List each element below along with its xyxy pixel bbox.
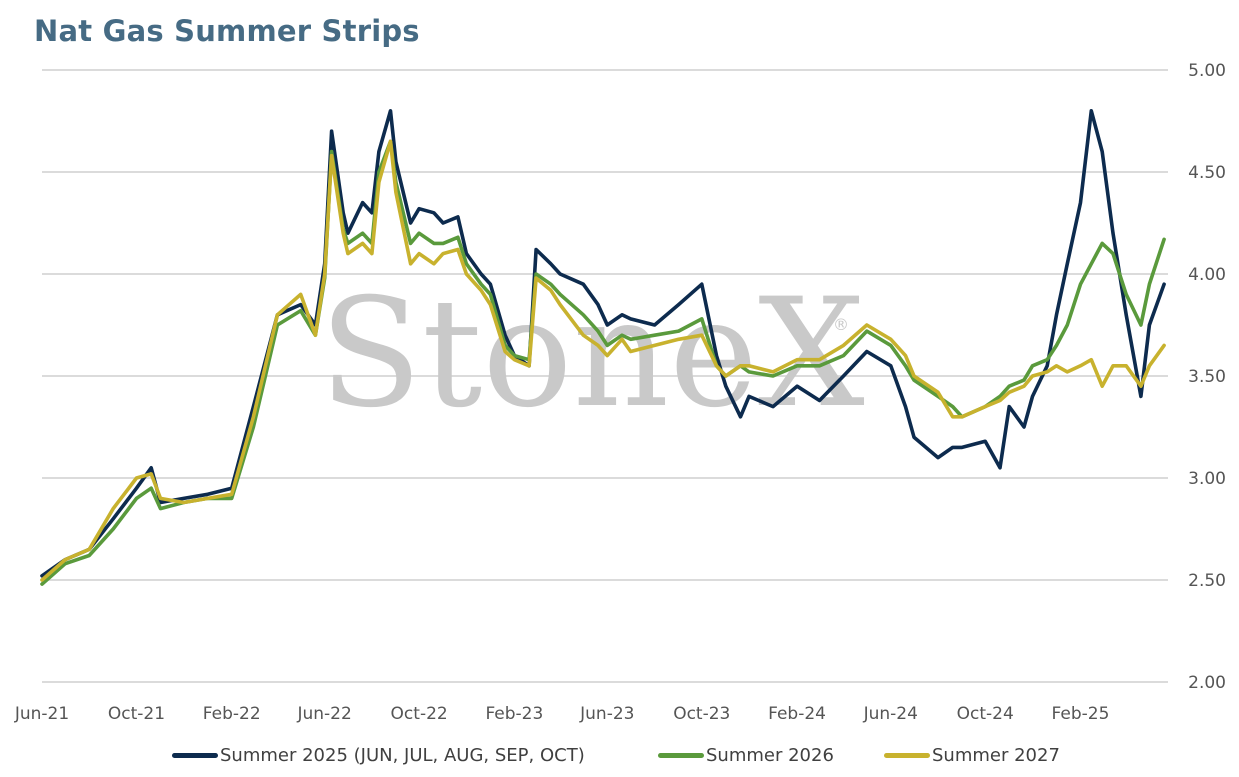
watermark-text: StoneX <box>319 267 865 441</box>
y-tick-label: 2.00 <box>1188 673 1226 693</box>
legend-label: Summer 2027 <box>932 744 1060 766</box>
y-tick-label: 4.50 <box>1188 163 1226 183</box>
gridlines <box>42 69 1168 683</box>
series-line-2 <box>40 139 1166 586</box>
legend-item: Summer 2027 <box>884 741 1060 769</box>
legend: Summer 2025 (JUN, JUL, AUG, SEP, OCT) Sum… <box>0 741 1239 769</box>
watermark-registered-mark: ® <box>833 315 849 334</box>
chart-plot: StoneX ® 5.00 4.50 4.00 3.50 3.00 2.50 2.00 Ju… <box>14 61 1226 724</box>
x-tick-label: Jun-24 <box>863 704 918 724</box>
chart-title: Nat Gas Summer Strips <box>34 14 420 48</box>
y-tick-label: 3.00 <box>1188 469 1226 489</box>
x-tick-label: Oct-24 <box>957 704 1014 724</box>
y-axis: 5.00 4.50 4.00 3.50 3.00 2.50 2.00 <box>1188 61 1226 693</box>
y-tick-label: 3.50 <box>1188 367 1226 387</box>
x-tick-label: Oct-22 <box>391 704 448 724</box>
x-tick-label: Feb-22 <box>203 704 261 724</box>
x-tick-label: Jun-22 <box>296 704 351 724</box>
legend-label: Summer 2025 (JUN, JUL, AUG, SEP, OCT) <box>220 744 585 766</box>
legend-swatch <box>172 752 218 758</box>
y-tick-label: 5.00 <box>1188 61 1226 81</box>
legend-swatch <box>884 752 930 758</box>
x-tick-label: Jun-21 <box>14 704 69 724</box>
x-tick-label: Feb-25 <box>1052 704 1110 724</box>
x-tick-label: Jun-23 <box>579 704 634 724</box>
y-tick-label: 2.50 <box>1188 571 1226 591</box>
legend-label: Summer 2026 <box>706 744 834 766</box>
legend-swatch <box>658 752 704 758</box>
legend-item: Summer 2026 <box>658 741 834 769</box>
x-tick-label: Oct-23 <box>673 704 730 724</box>
legend-item: Summer 2025 (JUN, JUL, AUG, SEP, OCT) <box>172 741 585 769</box>
y-tick-label: 4.00 <box>1188 265 1226 285</box>
series-line-3 <box>40 139 1166 582</box>
x-tick-label: Oct-21 <box>108 704 165 724</box>
watermark: StoneX ® <box>319 267 865 441</box>
x-axis: Jun-21 Oct-21 Feb-22 Jun-22 Oct-22 Feb-23 Jun-… <box>14 704 1110 724</box>
x-tick-label: Feb-24 <box>768 704 826 724</box>
series-lines <box>40 109 1166 586</box>
x-tick-label: Feb-23 <box>485 704 543 724</box>
